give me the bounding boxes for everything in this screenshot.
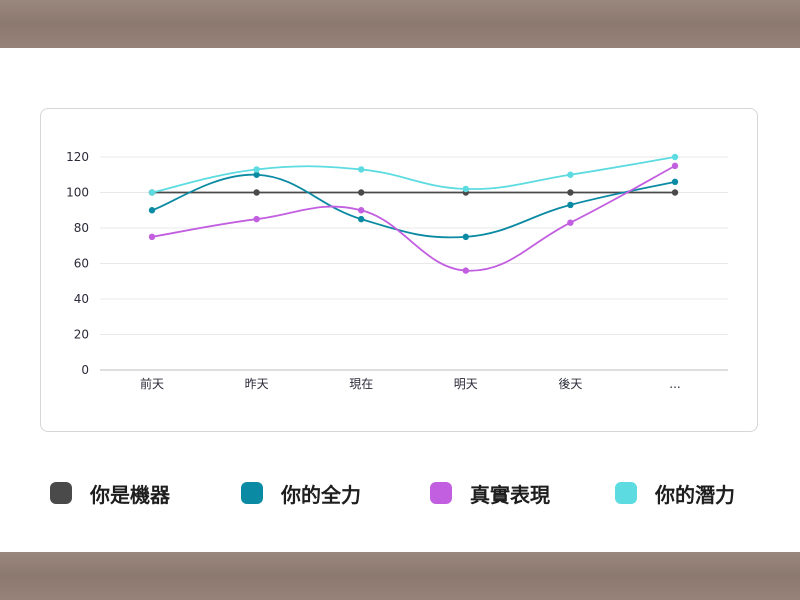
data-point (148, 189, 156, 196)
data-point (358, 215, 365, 223)
y-tick-label: 60 (74, 257, 89, 271)
data-point (671, 153, 679, 161)
series-line-3 (151, 165, 676, 272)
legend-item-series-2: 你的全力 (241, 478, 361, 508)
y-tick-label: 20 (74, 328, 89, 342)
data-point (671, 178, 679, 186)
data-point (462, 267, 469, 274)
x-tick-label: ... (669, 377, 680, 391)
data-point (148, 207, 156, 214)
legend-label: 你的全力 (281, 482, 361, 507)
y-tick-label: 80 (74, 221, 89, 235)
legend-label: 你是機器 (90, 482, 170, 507)
y-tick-label: 40 (74, 292, 89, 306)
legend-item-series-1: 你是機器 (50, 478, 170, 508)
data-point (671, 189, 679, 196)
x-tick-label: 昨天 (245, 377, 269, 391)
y-tick-label: 120 (66, 150, 89, 164)
data-point (567, 219, 574, 226)
legend: 你是機器 你的全力 真實表現 你的潛力 (0, 478, 800, 508)
y-tick-label: 0 (81, 363, 89, 377)
series-line-4 (151, 156, 676, 194)
data-point (462, 233, 469, 241)
data-point (148, 233, 156, 241)
background-bottom-band (0, 552, 800, 600)
legend-label: 真實表現 (470, 482, 550, 507)
data-point (671, 162, 679, 170)
data-point (358, 166, 365, 173)
data-point (358, 207, 365, 214)
data-point (253, 171, 260, 178)
legend-swatch (50, 482, 72, 504)
data-point (567, 201, 574, 209)
data-point (253, 166, 260, 173)
data-point (567, 189, 574, 196)
legend-item-series-4: 你的潛力 (615, 478, 735, 508)
background-top-band (0, 0, 800, 48)
legend-swatch (241, 482, 263, 504)
data-point (253, 189, 260, 196)
y-tick-label: 100 (66, 186, 89, 200)
x-tick-label: 後天 (558, 377, 582, 391)
data-point (358, 189, 365, 196)
data-point (567, 171, 574, 178)
legend-swatch (615, 482, 637, 504)
legend-item-series-3: 真實表現 (430, 478, 550, 508)
series-line-2 (151, 173, 676, 239)
data-point (253, 215, 260, 223)
legend-label: 你的潛力 (655, 482, 735, 507)
x-tick-label: 明天 (454, 377, 478, 391)
legend-swatch (430, 482, 452, 504)
data-point (462, 185, 469, 193)
chart-card (40, 108, 758, 432)
x-tick-label: 前天 (140, 376, 164, 391)
x-tick-label: 現在 (349, 377, 373, 391)
